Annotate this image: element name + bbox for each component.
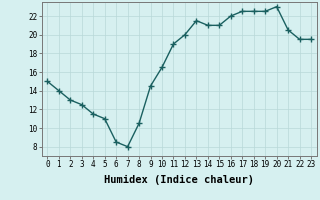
X-axis label: Humidex (Indice chaleur): Humidex (Indice chaleur) [104, 175, 254, 185]
